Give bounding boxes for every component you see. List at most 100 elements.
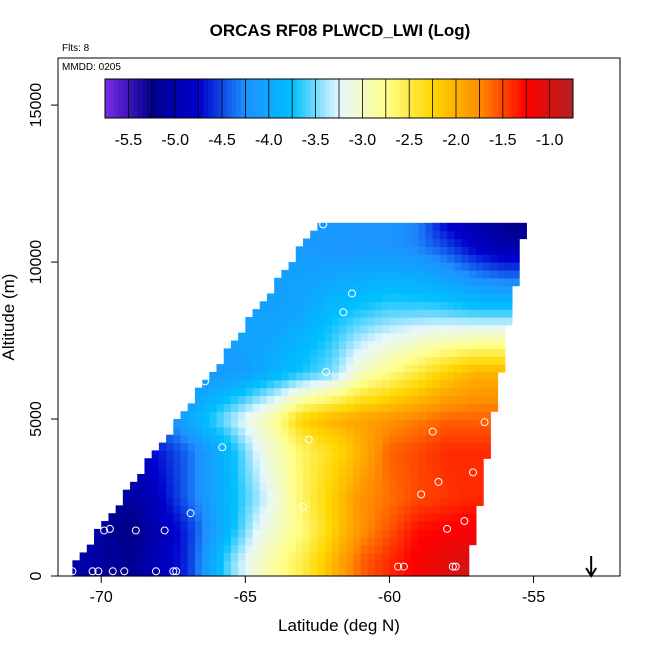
heatmap-cell: [180, 568, 189, 577]
heatmap-cell: [281, 536, 290, 546]
heatmap-cell: [245, 442, 254, 452]
heatmap-cell: [324, 419, 333, 428]
heatmap-cell: [425, 364, 434, 373]
heatmap-cell: [259, 442, 268, 452]
heatmap-cell: [317, 277, 326, 287]
heatmap-cell: [252, 403, 261, 412]
heatmap-cell: [447, 309, 455, 318]
heatmap-cell: [382, 544, 391, 554]
heatmap-cell: [166, 552, 174, 561]
heatmap-cell: [403, 293, 412, 302]
heatmap-cell: [130, 513, 138, 522]
heatmap-cell: [274, 332, 282, 342]
heatmap-cell: [418, 434, 427, 444]
heatmap-cell: [274, 513, 282, 522]
heatmap-cell: [483, 269, 491, 279]
heatmap-cell: [166, 544, 174, 554]
heatmap-cell: [447, 450, 455, 459]
colorbar-swatch: [558, 79, 565, 118]
colorbar-swatch: [399, 79, 406, 118]
heatmap-cell: [288, 442, 297, 452]
heatmap-cell: [230, 434, 239, 444]
heatmap-cell: [497, 262, 506, 271]
colorbar-swatch: [212, 79, 218, 118]
heatmap-cell: [468, 262, 477, 271]
heatmap-cell: [137, 505, 146, 514]
heatmap-cell: [346, 293, 355, 302]
heatmap-cell: [490, 340, 499, 349]
heatmap-cell: [382, 473, 391, 483]
heatmap-cell: [454, 293, 463, 302]
heatmap-cell: [339, 387, 347, 397]
heatmap-cell: [475, 293, 484, 302]
flights-label: Flts: 8: [62, 43, 90, 54]
colorbar-tick-label: -2.0: [442, 132, 470, 149]
heatmap-cell: [339, 552, 347, 561]
heatmap-cell: [367, 277, 376, 287]
heatmap-cell: [209, 552, 218, 561]
heatmap-cell: [173, 497, 182, 506]
heatmap-cell: [461, 356, 470, 365]
heatmap-cell: [94, 528, 102, 538]
heatmap-cell: [389, 269, 398, 279]
heatmap-cell: [180, 442, 189, 452]
heatmap-cell: [468, 434, 477, 444]
heatmap-cell: [483, 230, 491, 240]
colorbar-swatch: [292, 79, 298, 118]
heatmap-cell: [230, 505, 239, 514]
heatmap-cell: [259, 324, 268, 334]
heatmap-cell: [360, 442, 369, 452]
heatmap-cell: [425, 348, 434, 357]
heatmap-cell: [173, 536, 182, 546]
heatmap-cell: [288, 395, 297, 404]
sample-marker: [443, 524, 452, 533]
heatmap-cell: [173, 466, 182, 475]
heatmap-cell: [367, 364, 376, 373]
heatmap-cell: [360, 317, 369, 326]
heatmap-cell: [468, 521, 477, 530]
heatmap-cell: [302, 568, 311, 577]
heatmap-cell: [447, 356, 455, 365]
heatmap-cell: [490, 395, 499, 404]
heatmap-cell: [194, 442, 203, 452]
heatmap-cell: [396, 552, 405, 561]
heatmap-cell: [238, 340, 246, 349]
heatmap-cell: [194, 426, 203, 436]
heatmap-cell: [187, 481, 196, 491]
heatmap-cell: [403, 262, 412, 271]
heatmap-cell: [425, 222, 434, 232]
heatmap-cell: [187, 403, 196, 412]
heatmap-cell: [483, 309, 491, 318]
heatmap-cell: [425, 301, 434, 310]
heatmap-cell: [259, 364, 268, 373]
heatmap-cell: [425, 505, 434, 514]
heatmap-cell: [259, 505, 268, 514]
heatmap-cell: [252, 324, 261, 334]
heatmap-cell: [187, 544, 196, 554]
heatmap-cell: [396, 364, 405, 373]
colorbar-swatch: [423, 79, 429, 118]
heatmap-cell: [353, 293, 362, 302]
heatmap-cell: [194, 521, 203, 530]
heatmap-cell: [324, 466, 333, 475]
heatmap-cell: [331, 536, 340, 546]
heatmap-cell: [216, 371, 225, 381]
colorbar-swatch: [156, 79, 162, 118]
heatmap-cell: [166, 473, 174, 483]
heatmap-cell: [425, 419, 434, 428]
heatmap-cell: [382, 269, 391, 279]
heatmap-cell: [411, 262, 419, 271]
heatmap-cell: [439, 238, 448, 247]
heatmap-cell: [425, 552, 434, 561]
colorbar-swatch: [179, 79, 186, 118]
heatmap-cell: [194, 544, 203, 554]
heatmap-cell: [360, 544, 369, 554]
heatmap-cell: [353, 317, 362, 326]
heatmap-cell: [353, 387, 362, 397]
heatmap-cell: [317, 340, 326, 349]
heatmap-cell: [122, 552, 131, 561]
heatmap-cell: [230, 395, 239, 404]
heatmap-cell: [468, 324, 477, 334]
colorbar-swatch: [563, 79, 569, 118]
heatmap-cell: [425, 442, 434, 452]
